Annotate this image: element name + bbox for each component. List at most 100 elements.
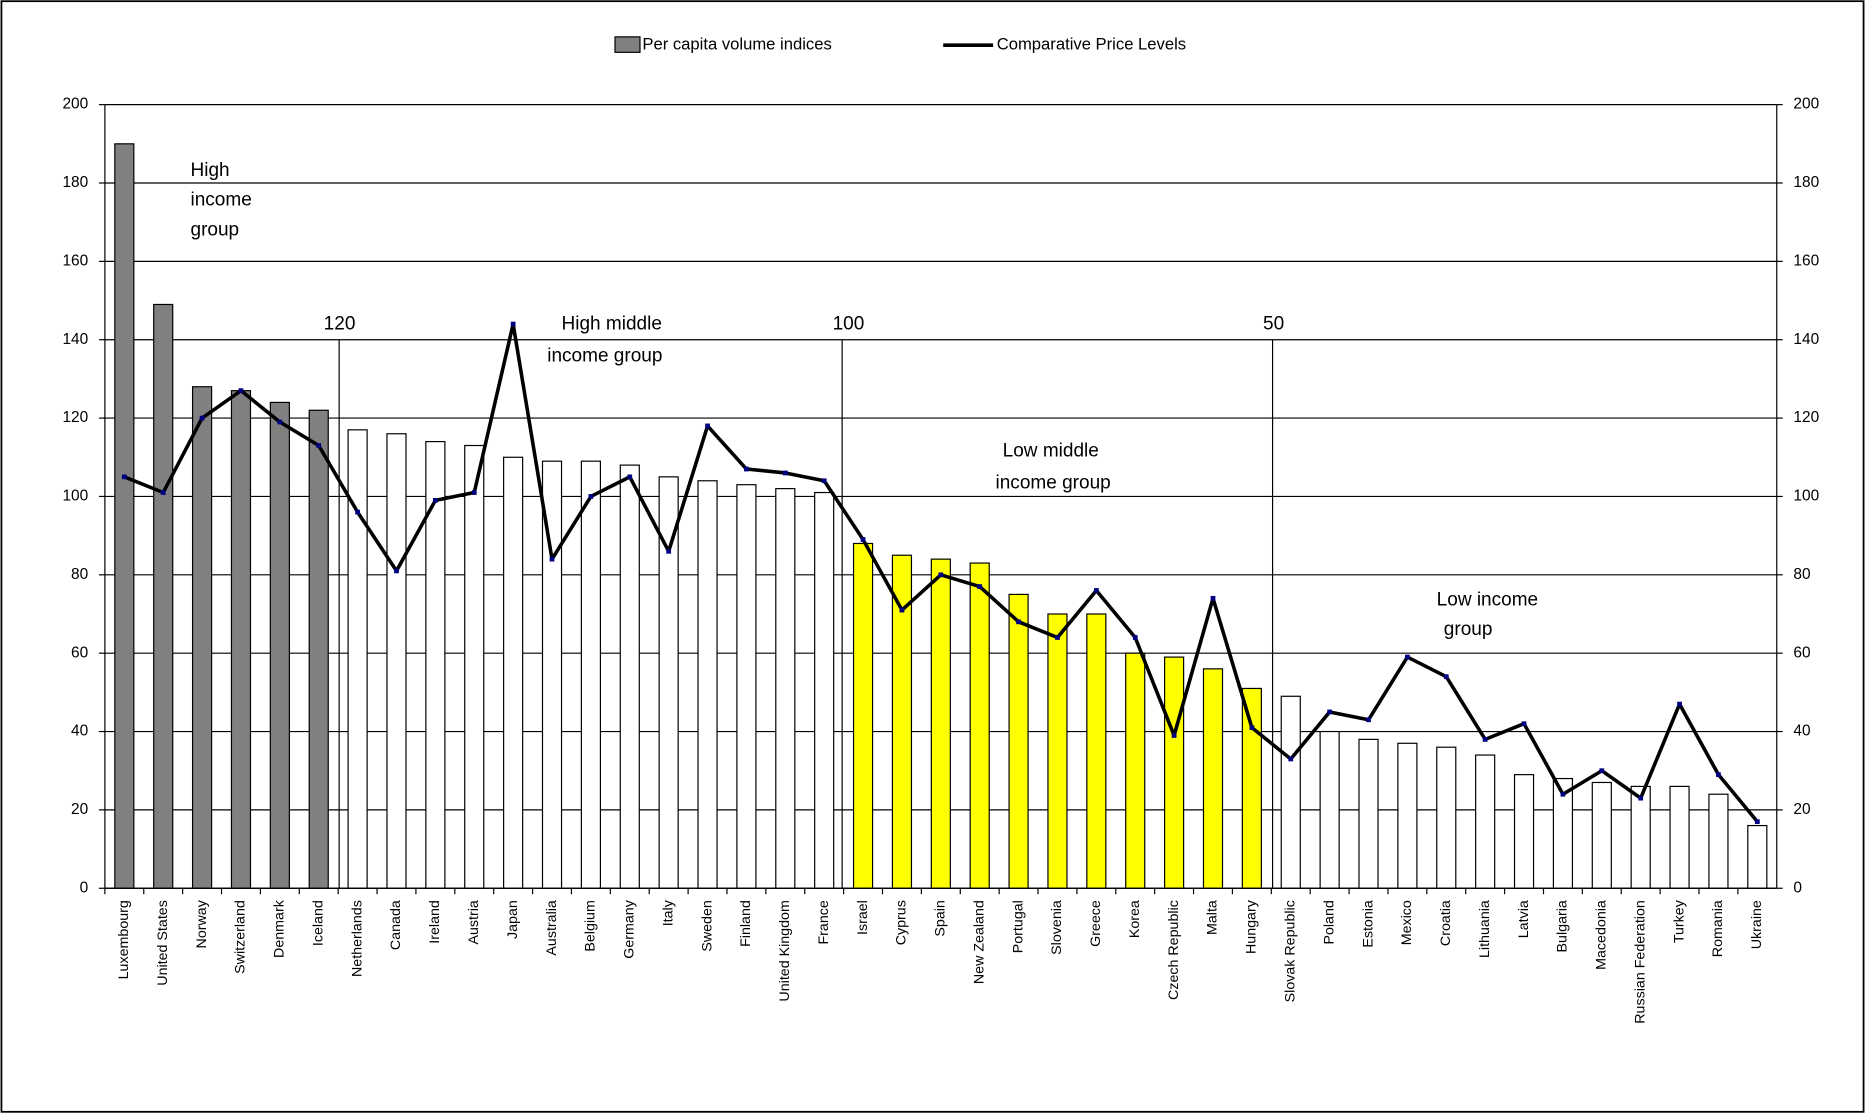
y-tick-label: 60 [71, 644, 88, 661]
price-marker [238, 388, 244, 394]
x-tick-label: Canada [388, 900, 404, 950]
bar [425, 441, 446, 889]
y2-tick-label: 140 [1793, 331, 1819, 348]
x-tick-label: Latvia [1516, 900, 1532, 938]
x-tick-label: Norway [194, 899, 210, 948]
bar [1630, 785, 1651, 889]
bar [775, 488, 796, 889]
x-tick-label: Romania [1710, 900, 1726, 957]
y-tick-label: 160 [62, 252, 88, 269]
bar [736, 484, 757, 889]
x-tick-label: Slovenia [1049, 900, 1065, 955]
x-tick-label: Iceland [310, 900, 326, 946]
legend-label: Comparative Price Levels [997, 35, 1186, 54]
price-marker [1327, 709, 1333, 715]
x-tick-label: Sweden [699, 900, 715, 952]
price-marker [1599, 768, 1605, 774]
x-tick-label: Turkey [1671, 899, 1687, 943]
price-marker [1132, 635, 1138, 640]
y-tick-label: 20 [71, 801, 88, 818]
price-marker [1754, 819, 1760, 825]
bar [1358, 738, 1379, 889]
y-tick-label: 180 [62, 174, 88, 191]
bar [1669, 785, 1690, 889]
bar [191, 386, 213, 889]
annotation: income group [996, 473, 1111, 494]
bar [930, 558, 951, 889]
y-tick-label: 120 [62, 409, 88, 426]
price-marker [588, 494, 594, 499]
legend-label: Per capita volume indices [642, 35, 831, 54]
price-marker [199, 415, 205, 421]
price-marker [938, 572, 944, 578]
price-marker [1171, 733, 1177, 738]
price-marker [1716, 772, 1721, 778]
x-tick-label: Czech Republic [1166, 900, 1182, 1000]
bar [308, 409, 329, 889]
price-marker [160, 490, 166, 495]
bar [1475, 754, 1496, 889]
x-tick-label: United States [155, 900, 171, 986]
bar [1591, 781, 1612, 889]
x-tick-label: Macedonia [1594, 900, 1610, 970]
x-tick-label: Malta [1205, 900, 1221, 935]
price-marker [1443, 674, 1449, 680]
y2-tick-label: 160 [1793, 252, 1819, 269]
y2-tick-label: 100 [1793, 488, 1819, 505]
bar [153, 303, 174, 889]
x-tick-label: Netherlands [349, 900, 365, 977]
annotation: group [1444, 619, 1493, 640]
y2-tick-label: 0 [1793, 879, 1802, 896]
price-marker [782, 470, 788, 476]
bar [1164, 656, 1185, 889]
price-marker [1093, 588, 1099, 593]
price-marker [316, 443, 322, 448]
price-marker [432, 497, 438, 503]
price-marker [705, 423, 710, 429]
annotation: High middle [562, 313, 662, 334]
price-marker [860, 537, 866, 542]
price-marker [899, 607, 905, 613]
price-marker [1521, 721, 1527, 727]
y2-tick-label: 40 [1793, 723, 1810, 740]
price-marker [1638, 795, 1644, 801]
bar [230, 390, 252, 889]
x-tick-label: Slovak Republic [1283, 900, 1299, 1002]
price-marker [1482, 736, 1488, 742]
price-marker [627, 474, 633, 480]
price-marker [121, 474, 127, 480]
legend-swatch [614, 36, 641, 53]
x-tick-label: Ukraine [1749, 900, 1765, 949]
annotation: 120 [324, 313, 356, 334]
price-marker [1366, 717, 1371, 723]
y-tick-label: 0 [80, 879, 89, 896]
bar [503, 456, 524, 889]
bar [1047, 613, 1068, 889]
price-marker [1249, 725, 1255, 730]
annotation: Low income [1437, 589, 1538, 610]
x-tick-label: Italy [660, 899, 676, 926]
x-tick-label: Belgium [583, 900, 599, 951]
x-tick-label: Hungary [1244, 899, 1260, 954]
price-marker [1016, 619, 1021, 625]
price-marker [549, 556, 555, 562]
bar [852, 542, 874, 889]
bar [619, 464, 640, 889]
bar [1202, 668, 1224, 889]
price-marker [510, 321, 516, 327]
y-tick-label: 140 [62, 331, 88, 348]
y-tick-label: 80 [71, 566, 88, 583]
y2-tick-label: 60 [1793, 644, 1810, 661]
bar [269, 401, 290, 889]
bar [1086, 613, 1107, 889]
x-tick-label: Japan [505, 900, 521, 939]
x-tick-label: Estonia [1360, 900, 1376, 948]
y2-tick-label: 120 [1793, 409, 1819, 426]
annotation: income [191, 190, 252, 211]
x-tick-label: Mexico [1399, 900, 1415, 945]
y2-tick-label: 200 [1793, 96, 1819, 113]
bar [1125, 652, 1146, 889]
x-tick-label: Greece [1088, 900, 1104, 947]
price-marker [1677, 701, 1682, 707]
